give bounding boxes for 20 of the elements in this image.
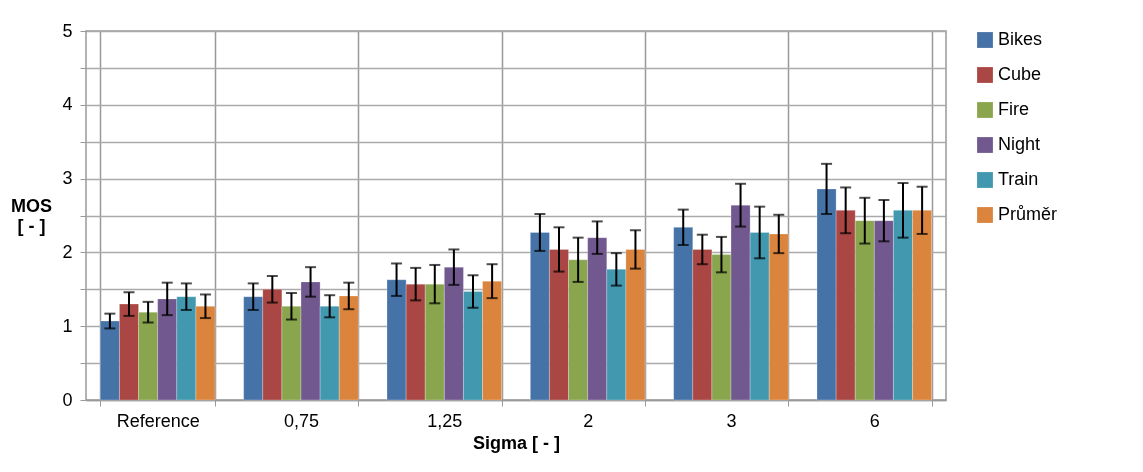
- y-tick-label: 5: [62, 20, 73, 41]
- x-tick-label: Reference: [116, 410, 200, 431]
- legend-label: Fire: [998, 99, 1029, 119]
- x-tick-label: 0,75: [283, 410, 320, 431]
- x-tick-label: 1,25: [427, 410, 463, 431]
- legend-label: Bikes: [998, 29, 1043, 49]
- y-tick-label: 1: [62, 315, 73, 336]
- legend-label: Train: [998, 169, 1039, 189]
- y-tick-label: 0: [62, 389, 73, 410]
- y-axis-title: MOS [ - ]: [10, 195, 53, 236]
- y-tick-label: 3: [62, 168, 73, 189]
- x-tick-label: 2: [583, 410, 594, 431]
- x-axis-title: Sigma [ - ]: [472, 432, 561, 453]
- y-tick-label: 4: [62, 94, 73, 115]
- legend-label: Cube: [998, 64, 1042, 84]
- x-tick-label: 3: [726, 410, 737, 431]
- y-tick-label: 2: [62, 241, 73, 262]
- legend-label: Night: [998, 134, 1041, 154]
- x-tick-label: 6: [869, 410, 880, 431]
- legend-label: Průměr: [998, 204, 1058, 224]
